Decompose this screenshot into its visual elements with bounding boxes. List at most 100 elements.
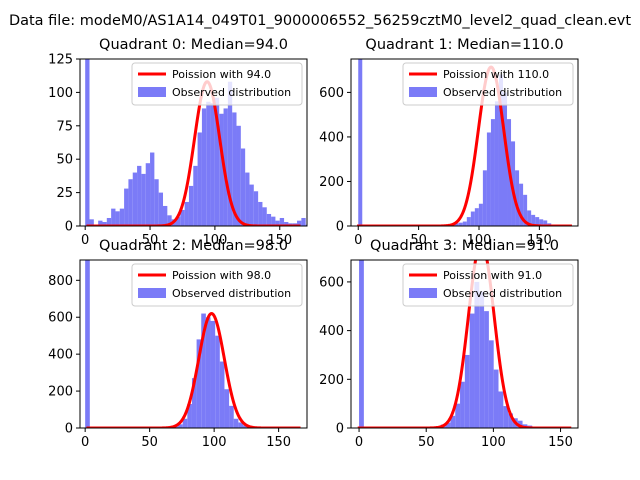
axes-frame	[79, 58, 308, 227]
histogram-bar	[219, 361, 225, 428]
histogram-bar	[233, 418, 239, 428]
legend-hist-label: Observed distribution	[443, 86, 562, 99]
histogram-bar	[358, 59, 363, 226]
histogram-bar	[462, 221, 467, 226]
subplot-3: 0 50 100 150 0 200 400 600 Quadrant 3: Median=91…	[319, 238, 579, 450]
histogram-bar	[523, 194, 528, 226]
histogram-bar	[206, 101, 211, 226]
histogram-bar	[191, 378, 197, 428]
legend-hist-label: Observed distribution	[443, 287, 562, 300]
histogram-bar	[455, 403, 461, 428]
x-tick-label: 0	[355, 435, 363, 450]
y-tick-label: 600	[319, 86, 344, 101]
legend: Poission with 98.0 Observed distribution	[131, 263, 303, 307]
x-tick-label: 100	[481, 435, 506, 450]
histogram-bar	[215, 335, 220, 428]
histogram-bar	[249, 184, 254, 226]
x-tick-label: 50	[141, 435, 158, 450]
histogram-bar	[188, 185, 194, 226]
histogram-bar	[464, 354, 470, 428]
legend: Poission with 94.0 Observed distribution	[131, 62, 303, 106]
histogram-bar	[243, 425, 248, 428]
histogram-bar	[210, 320, 216, 428]
y-tick-label: 600	[48, 311, 73, 326]
histogram-bar	[232, 112, 237, 226]
y-tick-label: 0	[65, 422, 73, 437]
y-tick-label: 0	[336, 220, 344, 235]
histogram-bar	[494, 101, 499, 226]
histogram-bar	[150, 152, 155, 226]
histogram-bar	[305, 224, 307, 226]
legend: Poission with 91.0 Observed distribution	[402, 263, 574, 307]
x-tick-label: 0	[81, 435, 89, 450]
y-tick-label: 0	[65, 220, 73, 235]
histogram-bar	[458, 222, 463, 226]
histogram-bar	[493, 369, 499, 428]
histogram-bar	[205, 317, 211, 428]
subplot-0: 0 50 100 150 0 25 50 75 100 125 Quadrant 0: Median…	[48, 37, 308, 248]
histogram-bar	[137, 165, 142, 226]
histogram-bar	[284, 221, 289, 226]
y-tick-label: 0	[336, 422, 344, 437]
histogram-bar	[175, 216, 181, 226]
histogram-bar	[253, 191, 259, 226]
histogram-bar	[527, 210, 532, 226]
legend-box	[131, 263, 303, 307]
histogram-bar	[484, 311, 489, 428]
histogram-bar	[515, 170, 520, 226]
legend-fit-label: Poission with 94.0	[172, 68, 271, 81]
histogram-bar	[238, 422, 244, 428]
histogram-bar	[262, 207, 267, 226]
y-tick-label: 75	[56, 119, 73, 134]
histogram-bar	[466, 217, 471, 226]
histogram-bar	[141, 173, 146, 226]
histogram-bar	[178, 424, 183, 428]
histogram-bar	[498, 391, 504, 428]
histogram-bar	[508, 413, 513, 428]
histogram-bar	[479, 291, 485, 428]
histogram-bar	[490, 119, 495, 226]
histogram-bar	[519, 183, 524, 226]
histogram-bar	[502, 92, 508, 226]
histogram-bar	[224, 389, 230, 428]
histogram-bar	[297, 220, 302, 226]
x-tick-label: 150	[548, 435, 573, 450]
histogram-bar	[478, 203, 483, 226]
histogram-bar	[201, 313, 206, 428]
histogram-bar	[240, 148, 246, 226]
y-tick-label: 200	[319, 373, 344, 388]
histogram-bar	[488, 340, 494, 428]
histogram-bar	[85, 59, 90, 226]
y-tick-label: 200	[319, 175, 344, 190]
histogram-bar	[301, 217, 306, 226]
histogram-bar	[474, 281, 480, 428]
histogram-bar	[543, 220, 548, 226]
histogram-bar	[197, 132, 202, 226]
figure-suptitle: Data file: modeM0/AS1A14_049T01_90000065…	[9, 13, 631, 29]
legend: Poission with 110.0 Observed distribution	[402, 62, 574, 106]
x-tick-label: 50	[410, 233, 427, 248]
histogram-bar	[85, 260, 90, 428]
legend-hist-swatch	[409, 87, 437, 97]
x-tick-label: 100	[467, 233, 492, 248]
histogram-bar	[474, 208, 479, 226]
y-tick-label: 100	[48, 86, 73, 101]
histogram-bar	[517, 420, 523, 428]
legend-hist-swatch	[409, 288, 437, 298]
histogram-bar	[115, 211, 120, 226]
histogram-bar	[219, 113, 224, 226]
plot-area	[85, 59, 307, 226]
legend-hist-swatch	[138, 288, 166, 298]
histogram-bar	[193, 165, 198, 226]
histogram-bar	[98, 220, 103, 226]
histogram-bar	[102, 221, 107, 226]
legend-box	[402, 263, 574, 307]
histogram-bar	[223, 108, 228, 226]
histogram-bar	[214, 97, 220, 226]
histogram-bar	[486, 132, 491, 226]
x-tick-label: 150	[527, 233, 552, 248]
histogram-bar	[445, 422, 451, 428]
y-tick-label: 400	[48, 348, 73, 363]
legend-box	[402, 62, 574, 106]
histogram-bar	[271, 216, 276, 226]
